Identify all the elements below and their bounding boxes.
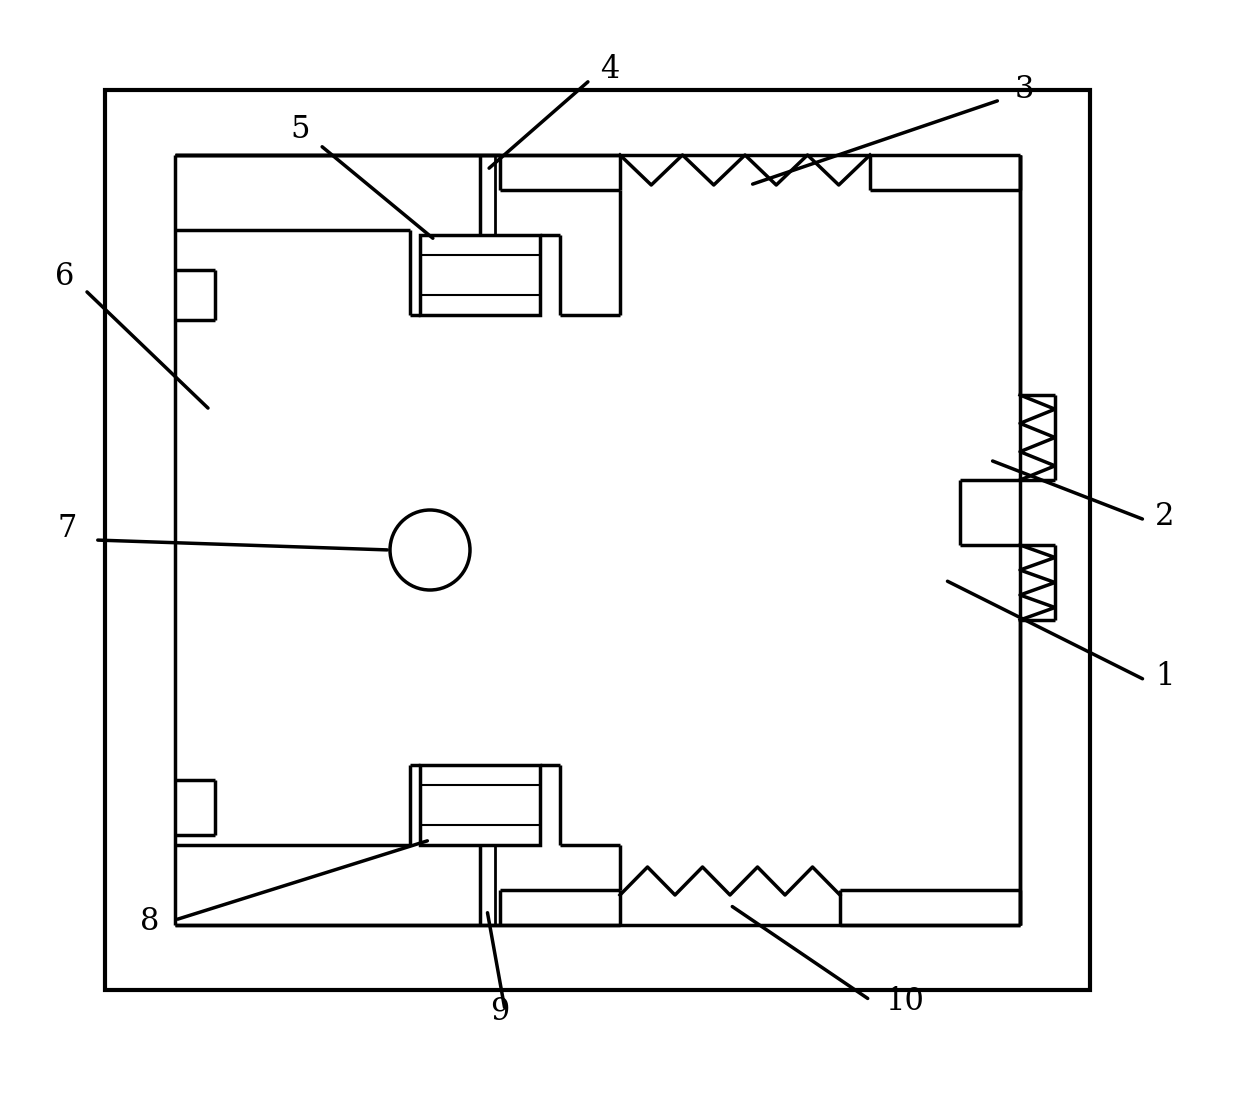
Bar xyxy=(420,765,539,845)
Text: 6: 6 xyxy=(55,261,74,292)
Text: 2: 2 xyxy=(1154,501,1174,532)
Text: 4: 4 xyxy=(600,54,619,85)
Text: 1: 1 xyxy=(1154,661,1174,692)
Text: 3: 3 xyxy=(1016,74,1034,105)
Text: 8: 8 xyxy=(140,906,160,937)
Text: 7: 7 xyxy=(58,514,77,544)
Bar xyxy=(105,90,1090,990)
Text: 5: 5 xyxy=(290,114,310,145)
Text: 9: 9 xyxy=(490,996,510,1027)
Text: 10: 10 xyxy=(885,986,924,1017)
Bar xyxy=(420,235,539,315)
